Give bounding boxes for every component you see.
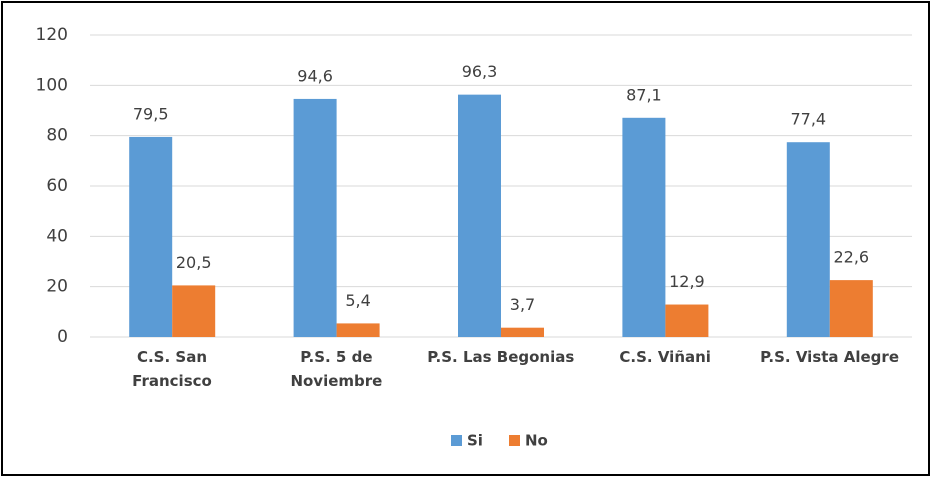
data-label: 79,5 xyxy=(133,104,169,123)
x-tick-label: P.S. Vista Alegre xyxy=(760,348,899,366)
y-tick-label: 100 xyxy=(36,75,68,95)
data-label: 96,3 xyxy=(462,62,498,81)
bar xyxy=(458,94,501,338)
x-tick-label: C.S. Viñani xyxy=(619,348,711,366)
y-tick-label: 40 xyxy=(46,226,68,246)
bar xyxy=(622,117,666,337)
y-tick-label: 60 xyxy=(46,176,68,196)
legend-swatch xyxy=(509,435,520,446)
legend-swatch xyxy=(451,435,462,446)
data-label: 87,1 xyxy=(626,85,662,104)
bar xyxy=(829,280,873,337)
data-label: 20,5 xyxy=(176,253,212,272)
x-tick-label: C.S. San Francisco xyxy=(132,348,212,390)
data-label: 94,6 xyxy=(297,66,333,85)
bar xyxy=(293,98,337,337)
data-label: 12,9 xyxy=(669,272,705,291)
y-tick-label: 80 xyxy=(46,126,68,146)
data-label: 22,6 xyxy=(833,248,869,267)
x-tick-label: P.S. Las Begonias xyxy=(427,348,575,366)
x-tick-label: P.S. 5 de Noviembre xyxy=(290,348,383,390)
y-tick-label: 20 xyxy=(46,277,68,297)
y-tick-label: 120 xyxy=(36,25,68,45)
legend-label: No xyxy=(525,432,548,450)
data-label: 5,4 xyxy=(345,291,370,310)
bar xyxy=(129,136,173,337)
bar xyxy=(172,285,216,337)
bar xyxy=(336,323,380,337)
data-label: 77,4 xyxy=(790,110,826,129)
bar xyxy=(665,304,709,337)
bar xyxy=(501,327,544,337)
data-label: 3,7 xyxy=(510,295,535,314)
y-tick-label: 0 xyxy=(57,327,68,347)
bar xyxy=(786,142,830,337)
legend-label: Si xyxy=(467,432,483,450)
